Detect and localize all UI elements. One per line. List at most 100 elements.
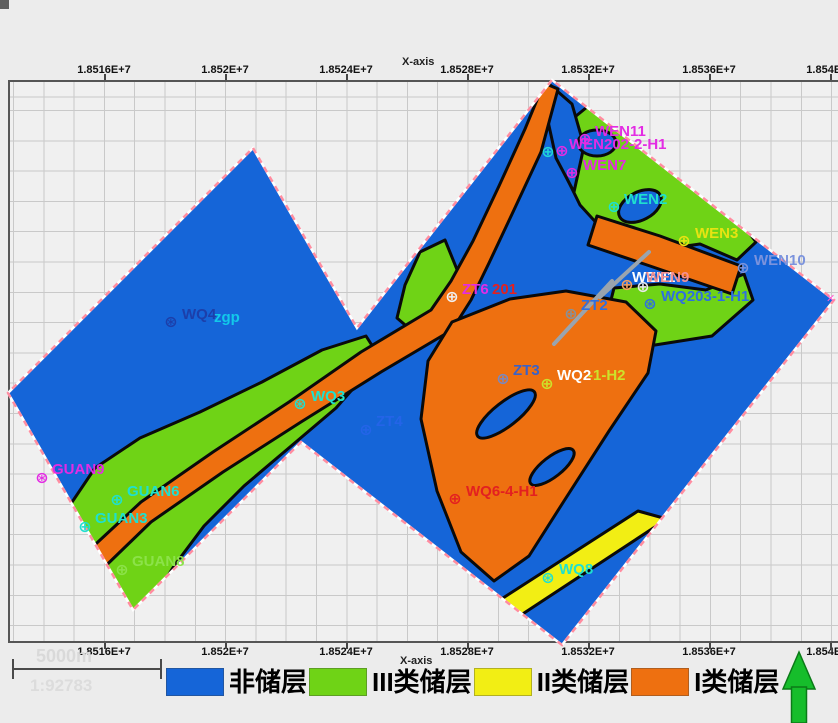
well-symbol-WEN9[interactable]: ⊕ xyxy=(620,275,634,294)
tick-label-bottom-5: 1.8536E+7 xyxy=(682,646,736,658)
well-label-WQ2[interactable]: WQ2 xyxy=(557,367,592,384)
scalebar-line xyxy=(13,668,162,670)
north-arrow-icon xyxy=(781,650,817,723)
tick-mark xyxy=(346,74,348,80)
tick-label-bottom-2: 1.8524E+7 xyxy=(319,646,373,658)
well-symbol-WEN1[interactable]: ⊕ xyxy=(636,277,650,296)
region-blue-blob-2 xyxy=(617,188,663,224)
tick-label-bottom-0: 1.8516E+7 xyxy=(77,646,131,658)
well-label-ZT4[interactable]: ZT4 xyxy=(376,413,403,430)
well-symbol-WQ3[interactable]: ⊛ xyxy=(293,394,307,413)
well-label-WQ4[interactable]: WQ4 xyxy=(182,306,217,323)
tick-mark xyxy=(830,74,832,80)
legend-swatch-2 xyxy=(473,668,532,696)
well-symbol-GUAN6[interactable]: ⊕ xyxy=(110,490,124,509)
tick-mark xyxy=(588,74,590,80)
tick-mark xyxy=(346,643,348,649)
well-label-WEN2[interactable]: WEN2 xyxy=(624,191,668,208)
well-symbol-GUAN3[interactable]: ⊕ xyxy=(78,517,92,536)
region-class1-northeast-band xyxy=(586,214,743,296)
well-label-GUAN3[interactable]: GUAN3 xyxy=(95,510,148,527)
well-label-GUAN9[interactable]: GUAN9 xyxy=(52,461,105,478)
region-blue-hole-2 xyxy=(528,447,576,487)
well-label-GUAN6[interactable]: GUAN6 xyxy=(127,483,180,500)
well-label-ZT6[interactable]: ZT6 xyxy=(462,281,489,298)
region-blue-hole-1 xyxy=(475,388,537,440)
fault-line-1 xyxy=(552,279,614,346)
well-label-201[interactable]: 201 xyxy=(492,281,518,298)
well-label-WEN10[interactable]: WEN10 xyxy=(754,252,806,269)
well-label--1-H2[interactable]: -1-H2 xyxy=(588,367,626,384)
well-label-WQ3[interactable]: WQ3 xyxy=(311,388,346,405)
scalebar-distance: 5000m xyxy=(36,646,93,666)
well-label-WQ8[interactable]: WQ8 xyxy=(559,561,594,578)
well-symbol-WQ6-4-H1[interactable]: ⊕ xyxy=(448,489,462,508)
tick-mark xyxy=(588,643,590,649)
legend-swatch-3 xyxy=(631,668,690,696)
well-label-WEN11[interactable]: WEN11 xyxy=(595,123,646,140)
tick-mark xyxy=(467,643,469,649)
scalebar-ratio: 1:92783 xyxy=(30,676,93,695)
well-label-WEN7[interactable]: WEN7 xyxy=(583,157,627,174)
well-symbol-WQ4[interactable]: ⊛ xyxy=(164,312,178,331)
well-symbol-WEN7[interactable]: ⊕ xyxy=(565,163,579,182)
tick-label-bottom-4: 1.8532E+7 xyxy=(561,646,615,658)
tick-mark xyxy=(709,74,711,80)
well-label-WQ203-1-H1[interactable]: WQ203-1-H1 xyxy=(661,288,750,305)
well-symbol-marker[interactable]: ⊕ xyxy=(555,141,569,160)
well-label-zgp[interactable]: zgp xyxy=(214,309,240,326)
well-symbol-WEN202-2-H1[interactable]: ⊕ xyxy=(541,142,555,161)
legend-swatch-1 xyxy=(309,668,368,696)
tick-mark xyxy=(104,643,106,649)
well-label-WEN9[interactable]: WEN9 xyxy=(646,269,690,286)
region-class1-lobe xyxy=(419,289,658,583)
well-label-GUAN8[interactable]: GUAN8 xyxy=(132,553,185,570)
boundary-vertex-marker: ✕ xyxy=(826,293,836,305)
well-symbol-ZT6[interactable]: ⊕ xyxy=(445,287,459,306)
well-symbol-WQ8[interactable]: ⊛ xyxy=(541,568,555,587)
well-symbol-ZT4[interactable]: ⊕ xyxy=(359,420,373,439)
legend-swatch-0 xyxy=(166,668,224,696)
legend-label-3: I类储层 xyxy=(694,667,780,697)
well-label-WEN1[interactable]: WEN1 xyxy=(632,269,676,286)
well-symbol-ZT3[interactable]: ⊕ xyxy=(496,369,510,388)
fault-line-2 xyxy=(598,250,651,299)
tick-mark xyxy=(225,643,227,649)
tick-label-top-4: 1.8532E+7 xyxy=(561,64,615,76)
well-label-WEN3[interactable]: WEN3 xyxy=(695,225,739,242)
x-axis-title-top: X-axis xyxy=(402,56,435,68)
legend-label-0: 非储层 xyxy=(229,667,308,697)
well-label-ZT2[interactable]: ZT2 xyxy=(581,297,608,314)
tick-label-top-2: 1.8524E+7 xyxy=(319,64,373,76)
well-symbol-GUAN8[interactable]: ⊕ xyxy=(115,560,129,579)
tick-label-top-5: 1.8536E+7 xyxy=(682,64,736,76)
well-symbol-WEN3[interactable]: ⊕ xyxy=(677,231,691,250)
tick-label-top-0: 1.8516E+7 xyxy=(77,64,131,76)
legend-label-2: II类储层 xyxy=(536,667,630,697)
legend-item-2: II类储层 xyxy=(473,667,631,697)
well-symbol-WQ2[interactable]: ⊕ xyxy=(540,374,554,393)
tick-label-top-1: 1.852E+7 xyxy=(201,64,249,76)
tick-mark xyxy=(830,643,832,649)
legend-item-1: III类储层 xyxy=(309,667,474,697)
well-label-ZT3[interactable]: ZT3 xyxy=(513,362,540,379)
well-label-WQ6-4-H1[interactable]: WQ6-4-H1 xyxy=(466,483,538,500)
tick-mark xyxy=(225,74,227,80)
well-symbol-ZT2[interactable]: ⊕ xyxy=(564,304,578,323)
tick-label-bottom-1: 1.852E+7 xyxy=(201,646,249,658)
well-label-WEN202-2-H1[interactable]: WEN202-2-H1 xyxy=(569,136,667,153)
well-symbol-WEN2[interactable]: ⊕ xyxy=(607,197,621,216)
well-symbol-WQ203-1-H1[interactable]: ⊛ xyxy=(643,294,657,313)
legend-item-3: I类储层 xyxy=(631,667,781,697)
tick-label-top-3: 1.8528E+7 xyxy=(440,64,494,76)
tick-mark xyxy=(709,643,711,649)
well-symbol-GUAN9[interactable]: ⊛ xyxy=(35,468,49,487)
region-blue-blob-1 xyxy=(576,128,618,158)
well-symbol-WEN10[interactable]: ⊕ xyxy=(736,258,750,277)
well-symbol-WEN11[interactable]: ⊕ xyxy=(578,129,592,148)
tick-label-top-6: 1.854E+7 xyxy=(806,64,838,76)
